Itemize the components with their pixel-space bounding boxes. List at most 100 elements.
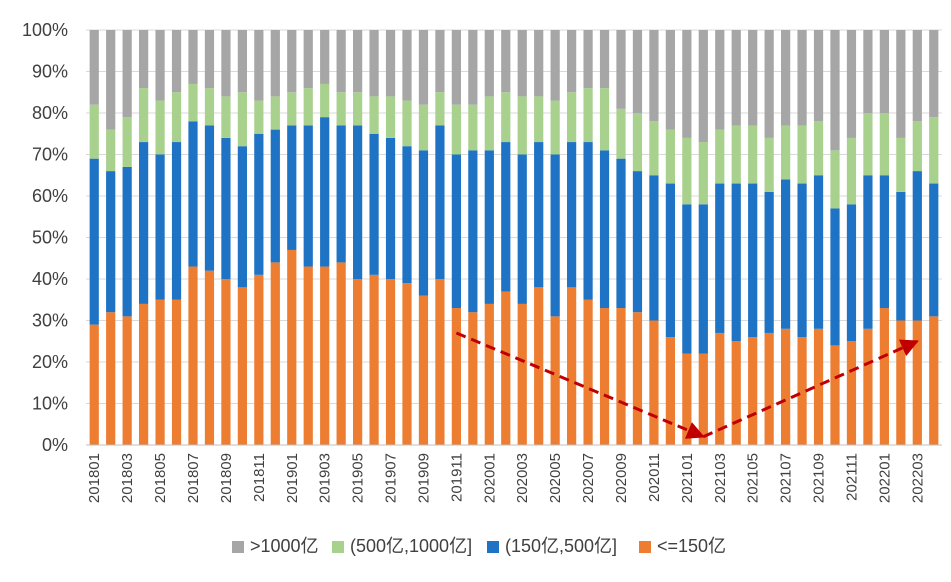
bar-segment	[748, 183, 758, 338]
bar-segment	[731, 125, 741, 184]
bar-segment	[451, 308, 461, 445]
bar-stack-202001	[484, 30, 494, 445]
bar-segment	[501, 142, 511, 292]
bar-segment	[303, 88, 313, 126]
bar-stack-202105	[748, 30, 758, 445]
bar-segment	[863, 113, 873, 176]
bar-segment	[649, 30, 659, 122]
bar-segment	[567, 30, 577, 93]
bar-stack-202004	[534, 30, 544, 445]
bar-segment	[336, 30, 346, 93]
bar-segment	[418, 295, 429, 445]
bar-segment	[797, 30, 807, 126]
bar-segment	[517, 154, 527, 304]
bars	[89, 30, 939, 445]
bar-segment	[599, 308, 610, 445]
bar-segment	[896, 320, 906, 445]
bar-segment	[616, 108, 626, 159]
bar-segment	[599, 88, 610, 151]
legend-item: >1000亿	[232, 536, 319, 556]
legend-swatch	[232, 541, 244, 553]
bar-segment	[254, 100, 264, 134]
x-tick-label: 201807	[185, 453, 202, 503]
bar-segment	[204, 88, 215, 126]
bar-segment	[534, 142, 544, 288]
bar-segment	[896, 137, 906, 192]
bar-segment	[204, 270, 215, 445]
bar-segment	[599, 150, 610, 309]
gridlines	[86, 29, 942, 404]
x-tick-label: 202109	[811, 453, 828, 503]
bar-segment	[270, 129, 280, 263]
x-tick-label: 202107	[778, 453, 795, 503]
y-tick-label: 30%	[32, 311, 68, 331]
bar-stack-201801	[89, 30, 99, 445]
bar-stack-202204	[929, 30, 939, 445]
bar-segment	[912, 30, 922, 122]
bar-segment	[863, 30, 873, 113]
bar-segment	[830, 150, 840, 209]
bar-segment	[418, 150, 429, 296]
bar-stack-201807	[188, 30, 198, 445]
bar-segment	[320, 117, 330, 267]
bar-segment	[567, 287, 577, 445]
bar-segment	[682, 30, 692, 138]
bar-segment	[418, 30, 429, 105]
bar-stack-202101	[682, 30, 692, 445]
bar-stack-202010	[632, 30, 643, 445]
bar-segment	[583, 299, 593, 445]
bar-segment	[303, 266, 313, 445]
bar-segment	[369, 96, 379, 134]
y-tick-label: 10%	[32, 394, 68, 414]
bar-segment	[715, 183, 725, 333]
bar-segment	[846, 204, 857, 342]
bar-stack-202012	[665, 30, 675, 445]
bar-segment	[682, 204, 692, 354]
bar-segment	[155, 100, 165, 155]
bar-stack-201908	[402, 30, 412, 445]
bar-segment	[748, 337, 758, 445]
bar-segment	[418, 104, 429, 151]
legend-label: (500亿,1000亿]	[350, 536, 472, 556]
y-tick-label: 100%	[22, 20, 68, 40]
bar-stack-202108	[797, 30, 807, 445]
bar-segment	[484, 96, 494, 151]
bar-stack-202202	[896, 30, 906, 445]
bar-segment	[813, 175, 824, 329]
trend-arrows	[455, 331, 919, 439]
bar-segment	[385, 30, 396, 97]
bar-segment	[171, 299, 182, 445]
bar-stack-201906	[369, 30, 379, 445]
bar-stack-202102	[698, 30, 708, 445]
bar-stack-202005	[550, 30, 560, 445]
bar-segment	[402, 100, 412, 147]
bar-segment	[353, 279, 363, 445]
bar-segment	[912, 320, 922, 445]
legend-swatch	[639, 541, 651, 553]
bar-segment	[879, 308, 889, 445]
bar-stack-201907	[385, 30, 396, 445]
bar-segment	[846, 137, 857, 205]
bar-segment	[287, 249, 297, 445]
legend-item: (500亿,1000亿]	[332, 536, 472, 556]
bar-stack-202110	[830, 30, 840, 445]
bar-segment	[254, 30, 264, 101]
bar-segment	[89, 30, 99, 105]
bar-stack-201909	[418, 30, 429, 445]
bar-segment	[682, 137, 692, 205]
bar-segment	[616, 30, 626, 109]
bar-segment	[303, 125, 313, 267]
x-tick-label: 201907	[383, 453, 400, 503]
bar-segment	[665, 337, 675, 445]
bar-segment	[929, 30, 939, 118]
bar-segment	[155, 154, 165, 300]
x-tick-label: 202009	[613, 453, 630, 503]
bar-stack-202007	[583, 30, 593, 445]
x-tick-label: 201805	[152, 453, 169, 503]
bar-segment	[204, 30, 215, 89]
bar-segment	[221, 30, 231, 97]
bar-segment	[583, 142, 593, 300]
bar-segment	[122, 117, 132, 167]
bar-stack-202112	[863, 30, 873, 445]
bar-segment	[632, 312, 643, 445]
